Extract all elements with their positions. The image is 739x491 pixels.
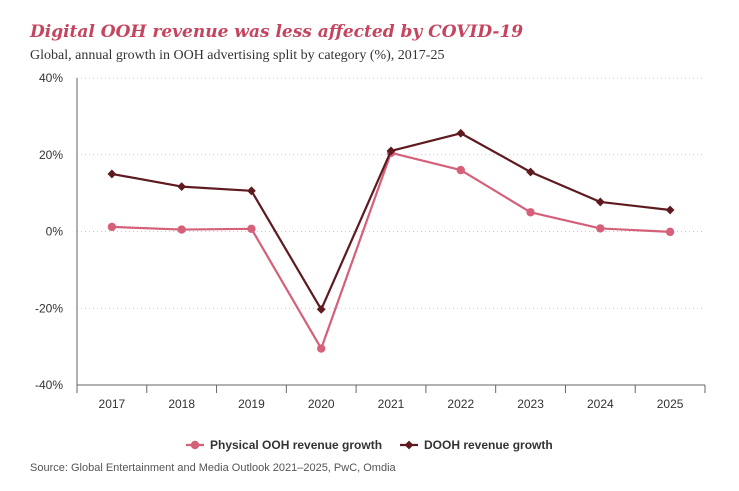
series-line-dooh [111, 132, 671, 311]
data-point-dooh [526, 167, 535, 177]
legend-label-dooh: DOOH revenue growth [424, 438, 553, 452]
data-point-physical [247, 224, 256, 234]
legend: Physical OOH revenue growth DOOH revenue … [186, 438, 553, 452]
y-tick-label: -20% [35, 301, 63, 315]
data-point-physical [596, 224, 605, 233]
data-point-physical [177, 225, 186, 234]
data-point-physical [456, 165, 465, 175]
data-point-physical [317, 344, 326, 353]
data-point-dooh [456, 128, 466, 138]
axes: 40% 20% 0% -20% -40% 2017 2018 2019 2020 2021 2022… [35, 71, 706, 411]
legend-marker-dooh [404, 440, 414, 450]
data-point-dooh [107, 169, 117, 179]
y-tick-label: 0% [46, 225, 64, 239]
chart-title: Digital OOH revenue was less affected by… [30, 22, 524, 42]
x-tick-label: 2024 [587, 397, 614, 411]
data-point-physical [526, 208, 535, 217]
chart-subtitle: Global, annual growth in OOH advertising… [30, 48, 445, 63]
x-tick-label: 2020 [308, 397, 335, 411]
gridlines [77, 77, 705, 309]
x-tick-label: 2023 [517, 397, 544, 411]
x-tick-label: 2017 [99, 397, 126, 411]
y-tick-label: 40% [39, 71, 63, 85]
x-tick-label: 2019 [238, 397, 265, 411]
legend-item-dooh: DOOH revenue growth [400, 438, 553, 452]
series-physical [107, 148, 675, 353]
x-tick-label: 2025 [657, 397, 684, 411]
data-point-dooh [316, 305, 326, 314]
data-point-dooh [177, 182, 187, 192]
data-point-physical [107, 222, 117, 232]
data-point-dooh [665, 205, 675, 215]
data-point-dooh [595, 197, 605, 207]
data-point-dooh [247, 186, 256, 196]
legend-item-physical: Physical OOH revenue growth [186, 438, 382, 452]
x-tick-label: 2022 [447, 397, 474, 411]
data-point-dooh [386, 146, 396, 156]
legend-label-physical: Physical OOH revenue growth [210, 438, 382, 452]
legend-marker-physical [190, 440, 200, 450]
series-dooh [107, 128, 675, 314]
x-tick-label: 2021 [378, 397, 405, 411]
data-point-physical [665, 227, 675, 237]
y-tick-label: 20% [39, 148, 63, 162]
y-tick-label: -40% [35, 378, 63, 392]
series-lines [107, 128, 675, 353]
x-tick-label: 2018 [168, 397, 195, 411]
series-line-physical [111, 151, 671, 350]
source-note: Source: Global Entertainment and Media O… [30, 462, 396, 474]
